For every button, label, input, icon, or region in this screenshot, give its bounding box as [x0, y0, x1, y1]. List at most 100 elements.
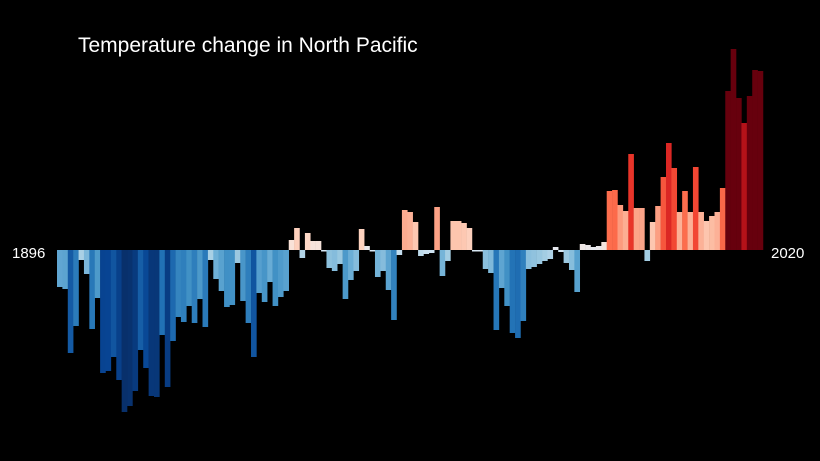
bar-1969: [450, 221, 457, 250]
bar-1942: [304, 233, 311, 250]
bar-1977: [493, 250, 500, 330]
bar-1971: [461, 223, 467, 250]
chart-title: Temperature change in North Pacific: [78, 34, 418, 57]
bar-1921: [191, 250, 198, 323]
bar-1900: [78, 250, 85, 260]
bar-2012: [682, 191, 688, 250]
bar-2000: [617, 205, 624, 250]
bar-1922: [197, 250, 203, 299]
bar-1930: [240, 250, 246, 301]
bar-2004: [639, 208, 645, 250]
bar-1918: [175, 250, 182, 317]
bar-1935: [267, 250, 273, 282]
bar-2013: [687, 212, 694, 250]
bar-1972: [466, 228, 473, 250]
bar-2026: [757, 71, 764, 250]
bar-1909: [127, 250, 133, 406]
bar-1982: [520, 250, 527, 321]
bar-1984: [531, 250, 537, 267]
bar-1938: [283, 250, 289, 291]
bar-1954: [369, 250, 376, 252]
bar-1990: [563, 250, 570, 263]
bar-2005: [644, 250, 651, 261]
bar-1987: [547, 250, 554, 259]
bar-1968: [445, 250, 451, 261]
bar-1936: [272, 250, 279, 306]
bar-1896: [57, 250, 63, 287]
bar-1989: [558, 250, 564, 252]
bar-1908: [121, 250, 128, 412]
bars-group: [57, 49, 764, 412]
bar-2021: [730, 49, 737, 250]
bar-1965: [428, 250, 435, 253]
bar-1962: [412, 222, 419, 250]
bar-1948: [337, 250, 343, 264]
bar-1945: [321, 250, 327, 252]
bar-1939: [288, 240, 295, 250]
bar-1899: [73, 250, 79, 326]
bar-1961: [407, 212, 413, 250]
bar-1911: [137, 250, 144, 350]
bar-1985: [536, 250, 543, 264]
bar-1978: [498, 250, 505, 288]
bar-1966: [434, 207, 440, 250]
bar-1917: [170, 250, 176, 341]
bar-1925: [213, 250, 219, 279]
bar-2020: [725, 91, 731, 250]
bar-1950: [348, 250, 354, 280]
bar-1902: [89, 250, 95, 329]
start-year-label: 1896: [12, 245, 45, 262]
bar-1913: [148, 250, 155, 396]
bar-2003: [633, 208, 640, 250]
bar-2009: [665, 143, 672, 250]
bar-1986: [542, 250, 548, 261]
bar-1944: [315, 241, 322, 250]
bar-1949: [342, 250, 349, 299]
bar-1926: [218, 250, 225, 291]
bar-1956: [380, 250, 386, 271]
bar-1970: [455, 221, 462, 250]
bar-1932: [251, 250, 257, 357]
bar-2015: [698, 212, 704, 250]
bar-2023: [741, 123, 748, 250]
bar-1963: [418, 250, 424, 256]
bar-1927: [224, 250, 230, 307]
bar-1960: [401, 210, 408, 250]
bar-1988: [552, 247, 559, 250]
end-year-label: 2020: [771, 245, 804, 262]
bar-1946: [326, 250, 333, 268]
bar-1910: [132, 250, 139, 391]
bar-1983: [525, 250, 532, 269]
bar-1903: [94, 250, 101, 298]
bar-1941: [299, 250, 306, 258]
bar-2017: [709, 216, 715, 250]
bar-2008: [660, 177, 667, 250]
bar-1912: [143, 250, 149, 368]
bar-1915: [159, 250, 166, 335]
bar-2016: [703, 221, 710, 250]
bar-1993: [579, 244, 586, 250]
bar-1924: [207, 250, 214, 260]
bar-1953: [364, 246, 370, 250]
bar-1980: [509, 250, 516, 333]
bar-1907: [116, 250, 122, 380]
bar-1995: [590, 247, 597, 250]
bar-1898: [67, 250, 74, 353]
bar-1964: [423, 250, 430, 254]
bar-1920: [186, 250, 192, 306]
bar-1905: [105, 250, 112, 371]
bar-1931: [245, 250, 252, 323]
bar-1919: [180, 250, 187, 322]
bar-1979: [504, 250, 510, 306]
bar-1955: [374, 250, 381, 277]
bar-1975: [482, 250, 489, 269]
bar-1957: [385, 250, 392, 290]
bar-1973: [471, 250, 478, 252]
bar-1981: [515, 250, 521, 338]
bar-1947: [331, 250, 338, 271]
bar-1906: [110, 250, 117, 357]
bar-2025: [752, 70, 758, 250]
bar-1992: [574, 250, 581, 292]
bar-1904: [100, 250, 106, 373]
bar-2010: [671, 168, 678, 250]
